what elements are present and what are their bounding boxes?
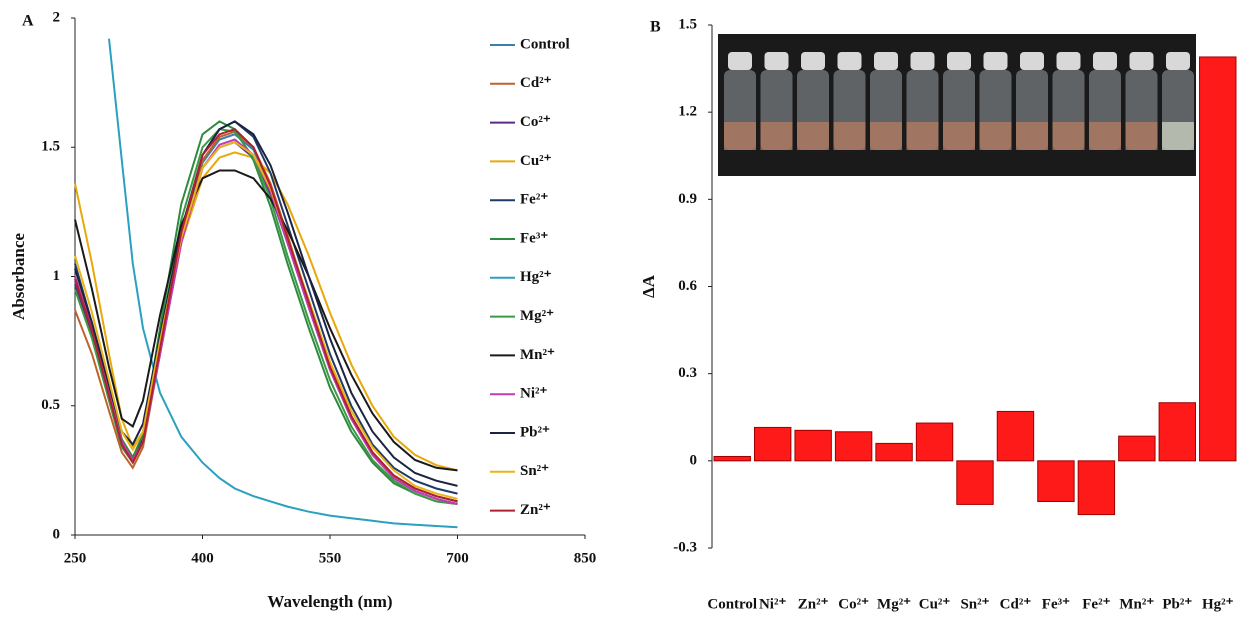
- y-tick-label: 0.6: [678, 278, 697, 294]
- x-tick-label: Mn²⁺: [1119, 596, 1154, 612]
- vial-cap: [874, 52, 898, 70]
- y-tick-label: 1.5: [678, 16, 697, 32]
- legend-label: Zn²⁺: [520, 502, 551, 518]
- series-line: [74, 169, 458, 472]
- vial-cap: [1129, 52, 1154, 70]
- legend-label: Fe²⁺: [520, 192, 548, 208]
- x-tick-label: Mg²⁺: [877, 596, 911, 612]
- vial-cap: [1093, 52, 1117, 70]
- series-line: [74, 128, 458, 503]
- legend-label: Fe³⁺: [520, 230, 548, 246]
- bar: [996, 410, 1035, 462]
- vial-liquid: [1089, 122, 1121, 150]
- vial-liquid: [1162, 122, 1194, 150]
- y-tick-label: -0.3: [673, 539, 697, 555]
- vial-cap: [1056, 52, 1081, 70]
- vial-cap: [1020, 52, 1044, 70]
- bar: [1158, 402, 1197, 462]
- x-tick-label: Cu²⁺: [919, 596, 951, 612]
- x-tick-label: 700: [446, 550, 469, 566]
- vial-liquid: [833, 122, 866, 150]
- x-tick-label: Ni²⁺: [759, 596, 786, 612]
- x-tick-label: Zn²⁺: [798, 596, 829, 612]
- bar: [915, 422, 954, 462]
- series-line: [74, 151, 458, 472]
- series-line: [74, 138, 458, 505]
- vial-liquid: [760, 122, 793, 150]
- vial-cap: [910, 52, 935, 70]
- vial-liquid: [979, 122, 1012, 150]
- bar: [713, 455, 751, 462]
- x-tick-label: Co²⁺: [838, 596, 869, 612]
- bar: [1199, 56, 1237, 462]
- vial-cap: [947, 52, 971, 70]
- vial-cap: [764, 52, 789, 70]
- x-tick-label: Pb²⁺: [1162, 596, 1192, 612]
- legend-label: Hg²⁺: [520, 269, 552, 285]
- vial-liquid: [797, 122, 829, 150]
- series-line: [108, 38, 458, 529]
- bar: [753, 426, 792, 462]
- x-axis-label: Wavelength (nm): [267, 592, 392, 611]
- vial-liquid: [1052, 122, 1085, 150]
- series-line: [74, 120, 458, 487]
- bar: [956, 460, 994, 505]
- vial-cap: [983, 52, 1008, 70]
- x-tick-label: Fe²⁺: [1082, 596, 1110, 612]
- y-tick-label: 1: [53, 268, 61, 284]
- legend-label: Pb²⁺: [520, 424, 550, 440]
- x-tick-label: Control: [707, 596, 757, 612]
- vial-cap: [837, 52, 862, 70]
- bar: [834, 431, 873, 462]
- vial-cap: [801, 52, 825, 70]
- y-tick-label: 2: [53, 9, 61, 25]
- y-tick-label: 0: [53, 526, 61, 542]
- y-tick-label: 1.5: [41, 139, 60, 155]
- y-tick-label: 0.9: [678, 191, 697, 207]
- legend-label: Mg²⁺: [520, 308, 554, 324]
- vial-liquid: [1016, 122, 1048, 150]
- legend-label: Ni²⁺: [520, 386, 547, 402]
- bar: [1037, 460, 1075, 503]
- x-tick-label: Sn²⁺: [960, 596, 989, 612]
- x-tick-label: Fe³⁺: [1042, 596, 1070, 612]
- y-tick-label: 0.3: [678, 365, 697, 381]
- panel-label: A: [22, 13, 34, 30]
- y-tick-label: 0: [690, 452, 698, 468]
- y-tick-label: 0.5: [41, 397, 60, 413]
- bar: [875, 442, 913, 462]
- series-line: [74, 140, 458, 500]
- vial-liquid: [870, 122, 902, 150]
- vial-cap: [1166, 52, 1190, 70]
- bar: [1118, 435, 1156, 462]
- bar: [794, 429, 832, 462]
- y-tick-label: 1.2: [678, 104, 697, 120]
- vial-liquid: [1125, 122, 1158, 150]
- y-axis-label: ΔA: [639, 274, 658, 298]
- bar: [1077, 460, 1116, 516]
- legend-label: Cu²⁺: [520, 153, 552, 169]
- vial-liquid: [943, 122, 975, 150]
- x-tick-label: Hg²⁺: [1202, 596, 1234, 612]
- legend-label: Mn²⁺: [520, 347, 555, 363]
- vial-liquid: [724, 122, 756, 150]
- vial-liquid: [906, 122, 939, 150]
- legend-label: Co²⁺: [520, 114, 551, 130]
- legend-label: Sn²⁺: [520, 463, 549, 479]
- legend-label: Control: [520, 36, 570, 52]
- panel-label: B: [650, 19, 661, 36]
- y-axis-label: Absorbance: [9, 233, 28, 320]
- x-tick-label: 850: [574, 550, 597, 566]
- vial-cap: [728, 52, 752, 70]
- x-tick-label: 250: [64, 550, 87, 566]
- x-tick-label: Cd²⁺: [1000, 596, 1032, 612]
- x-tick-label: 550: [319, 550, 342, 566]
- x-tick-label: 400: [191, 550, 214, 566]
- legend-label: Cd²⁺: [520, 75, 552, 91]
